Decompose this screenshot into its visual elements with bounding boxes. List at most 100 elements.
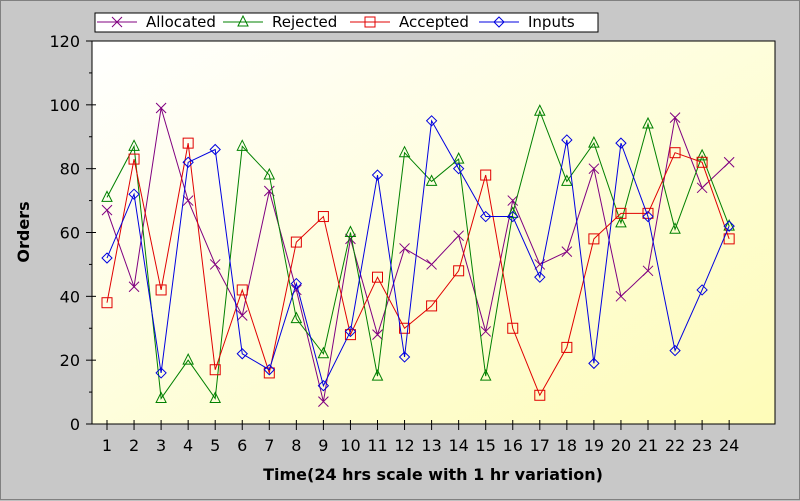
- point-allocated: [696, 182, 708, 194]
- point-rejected: [209, 391, 222, 403]
- point-allocated: [155, 102, 167, 114]
- point-inputs: [398, 351, 411, 363]
- point-rejected: [425, 174, 438, 186]
- x-tick-label: 23: [692, 436, 712, 455]
- x-tick-label: 13: [421, 436, 441, 455]
- point-accepted: [696, 156, 708, 168]
- point-rejected: [128, 139, 140, 151]
- point-allocated: [318, 396, 329, 408]
- x-tick-label: 18: [557, 436, 577, 455]
- x-tick-label: 6: [237, 436, 247, 455]
- point-rejected: [479, 369, 492, 381]
- point-rejected: [344, 225, 357, 237]
- point-accepted: [588, 233, 600, 245]
- legend-box: [94, 12, 599, 33]
- point-inputs: [561, 134, 573, 146]
- point-allocated: [372, 329, 383, 340]
- point-rejected: [236, 139, 249, 151]
- point-rejected: [263, 167, 276, 180]
- y-tick-label: 40: [60, 287, 80, 306]
- point-accepted: [209, 364, 221, 376]
- point-allocated: [507, 195, 519, 206]
- point-allocated: [101, 204, 113, 216]
- point-rejected: [398, 145, 411, 158]
- x-tick-label: 9: [318, 436, 328, 455]
- point-rejected: [642, 116, 654, 129]
- point-allocated: [128, 281, 140, 293]
- legend-marker-rejected: [237, 14, 249, 27]
- x-tick-label: 4: [183, 436, 193, 455]
- point-accepted: [128, 153, 140, 165]
- point-allocated: [615, 290, 627, 302]
- y-tick-label: 120: [49, 32, 80, 51]
- point-rejected: [371, 369, 384, 381]
- point-accepted: [263, 367, 275, 379]
- point-rejected: [588, 136, 600, 148]
- point-allocated: [209, 259, 221, 270]
- point-inputs: [344, 325, 357, 338]
- x-tick-label: 11: [367, 436, 387, 455]
- point-rejected: [533, 104, 546, 116]
- legend-marker-allocated: [111, 16, 123, 28]
- point-accepted: [561, 341, 573, 353]
- point-inputs: [209, 143, 221, 156]
- point-allocated: [561, 246, 573, 258]
- x-tick-label: 5: [210, 436, 220, 455]
- legend: Allocated Rejected Accepted Inputs: [94, 12, 599, 33]
- x-tick-label: 15: [476, 436, 496, 455]
- x-tick-label: 14: [448, 436, 468, 455]
- point-accepted: [290, 236, 302, 248]
- series-line-inputs: [106, 119, 730, 388]
- series-inputs: [101, 115, 735, 392]
- point-inputs: [642, 210, 654, 223]
- point-inputs: [290, 277, 303, 290]
- point-inputs: [425, 115, 438, 127]
- point-accepted: [453, 265, 465, 277]
- x-tick-label: 19: [584, 436, 604, 455]
- point-allocated: [182, 195, 194, 206]
- point-allocated: [453, 230, 465, 242]
- legend-marker-inputs: [493, 16, 505, 28]
- x-tick-label: 2: [129, 436, 139, 455]
- point-allocated: [236, 310, 248, 321]
- x-tick-label: 20: [611, 436, 631, 455]
- y-tick-label: 80: [60, 160, 80, 179]
- point-inputs: [101, 252, 113, 264]
- point-rejected: [182, 353, 194, 365]
- y-tick-label: 100: [49, 96, 80, 115]
- point-inputs: [696, 284, 708, 296]
- point-inputs: [723, 220, 735, 232]
- x-tick-label: 1: [102, 436, 112, 455]
- legend-label-accepted: Accepted: [399, 13, 469, 31]
- point-inputs: [155, 367, 167, 379]
- plot-area: [92, 41, 775, 424]
- point-allocated: [669, 112, 681, 123]
- point-accepted: [426, 300, 438, 312]
- x-tick-label: 21: [638, 436, 658, 455]
- point-rejected: [155, 391, 167, 403]
- x-tick-label: 16: [503, 436, 523, 455]
- legend-marker-accepted: [364, 16, 376, 28]
- point-rejected: [561, 174, 573, 186]
- point-accepted: [182, 137, 194, 149]
- point-inputs: [588, 357, 600, 370]
- series-line-rejected: [106, 109, 730, 400]
- point-accepted: [507, 322, 519, 334]
- point-accepted: [101, 297, 113, 309]
- x-tick-label: 10: [340, 436, 360, 455]
- x-tick-label: 17: [530, 436, 550, 455]
- point-rejected: [615, 215, 627, 228]
- point-inputs: [507, 210, 519, 223]
- point-accepted: [399, 322, 411, 334]
- x-tick-label: 7: [264, 436, 274, 455]
- point-inputs: [371, 169, 384, 181]
- point-inputs: [128, 188, 140, 200]
- point-accepted: [317, 211, 329, 223]
- point-accepted: [236, 284, 248, 296]
- point-inputs: [236, 348, 248, 360]
- point-inputs: [615, 137, 627, 149]
- point-inputs: [669, 344, 681, 357]
- legend-label-inputs: Inputs: [528, 13, 575, 31]
